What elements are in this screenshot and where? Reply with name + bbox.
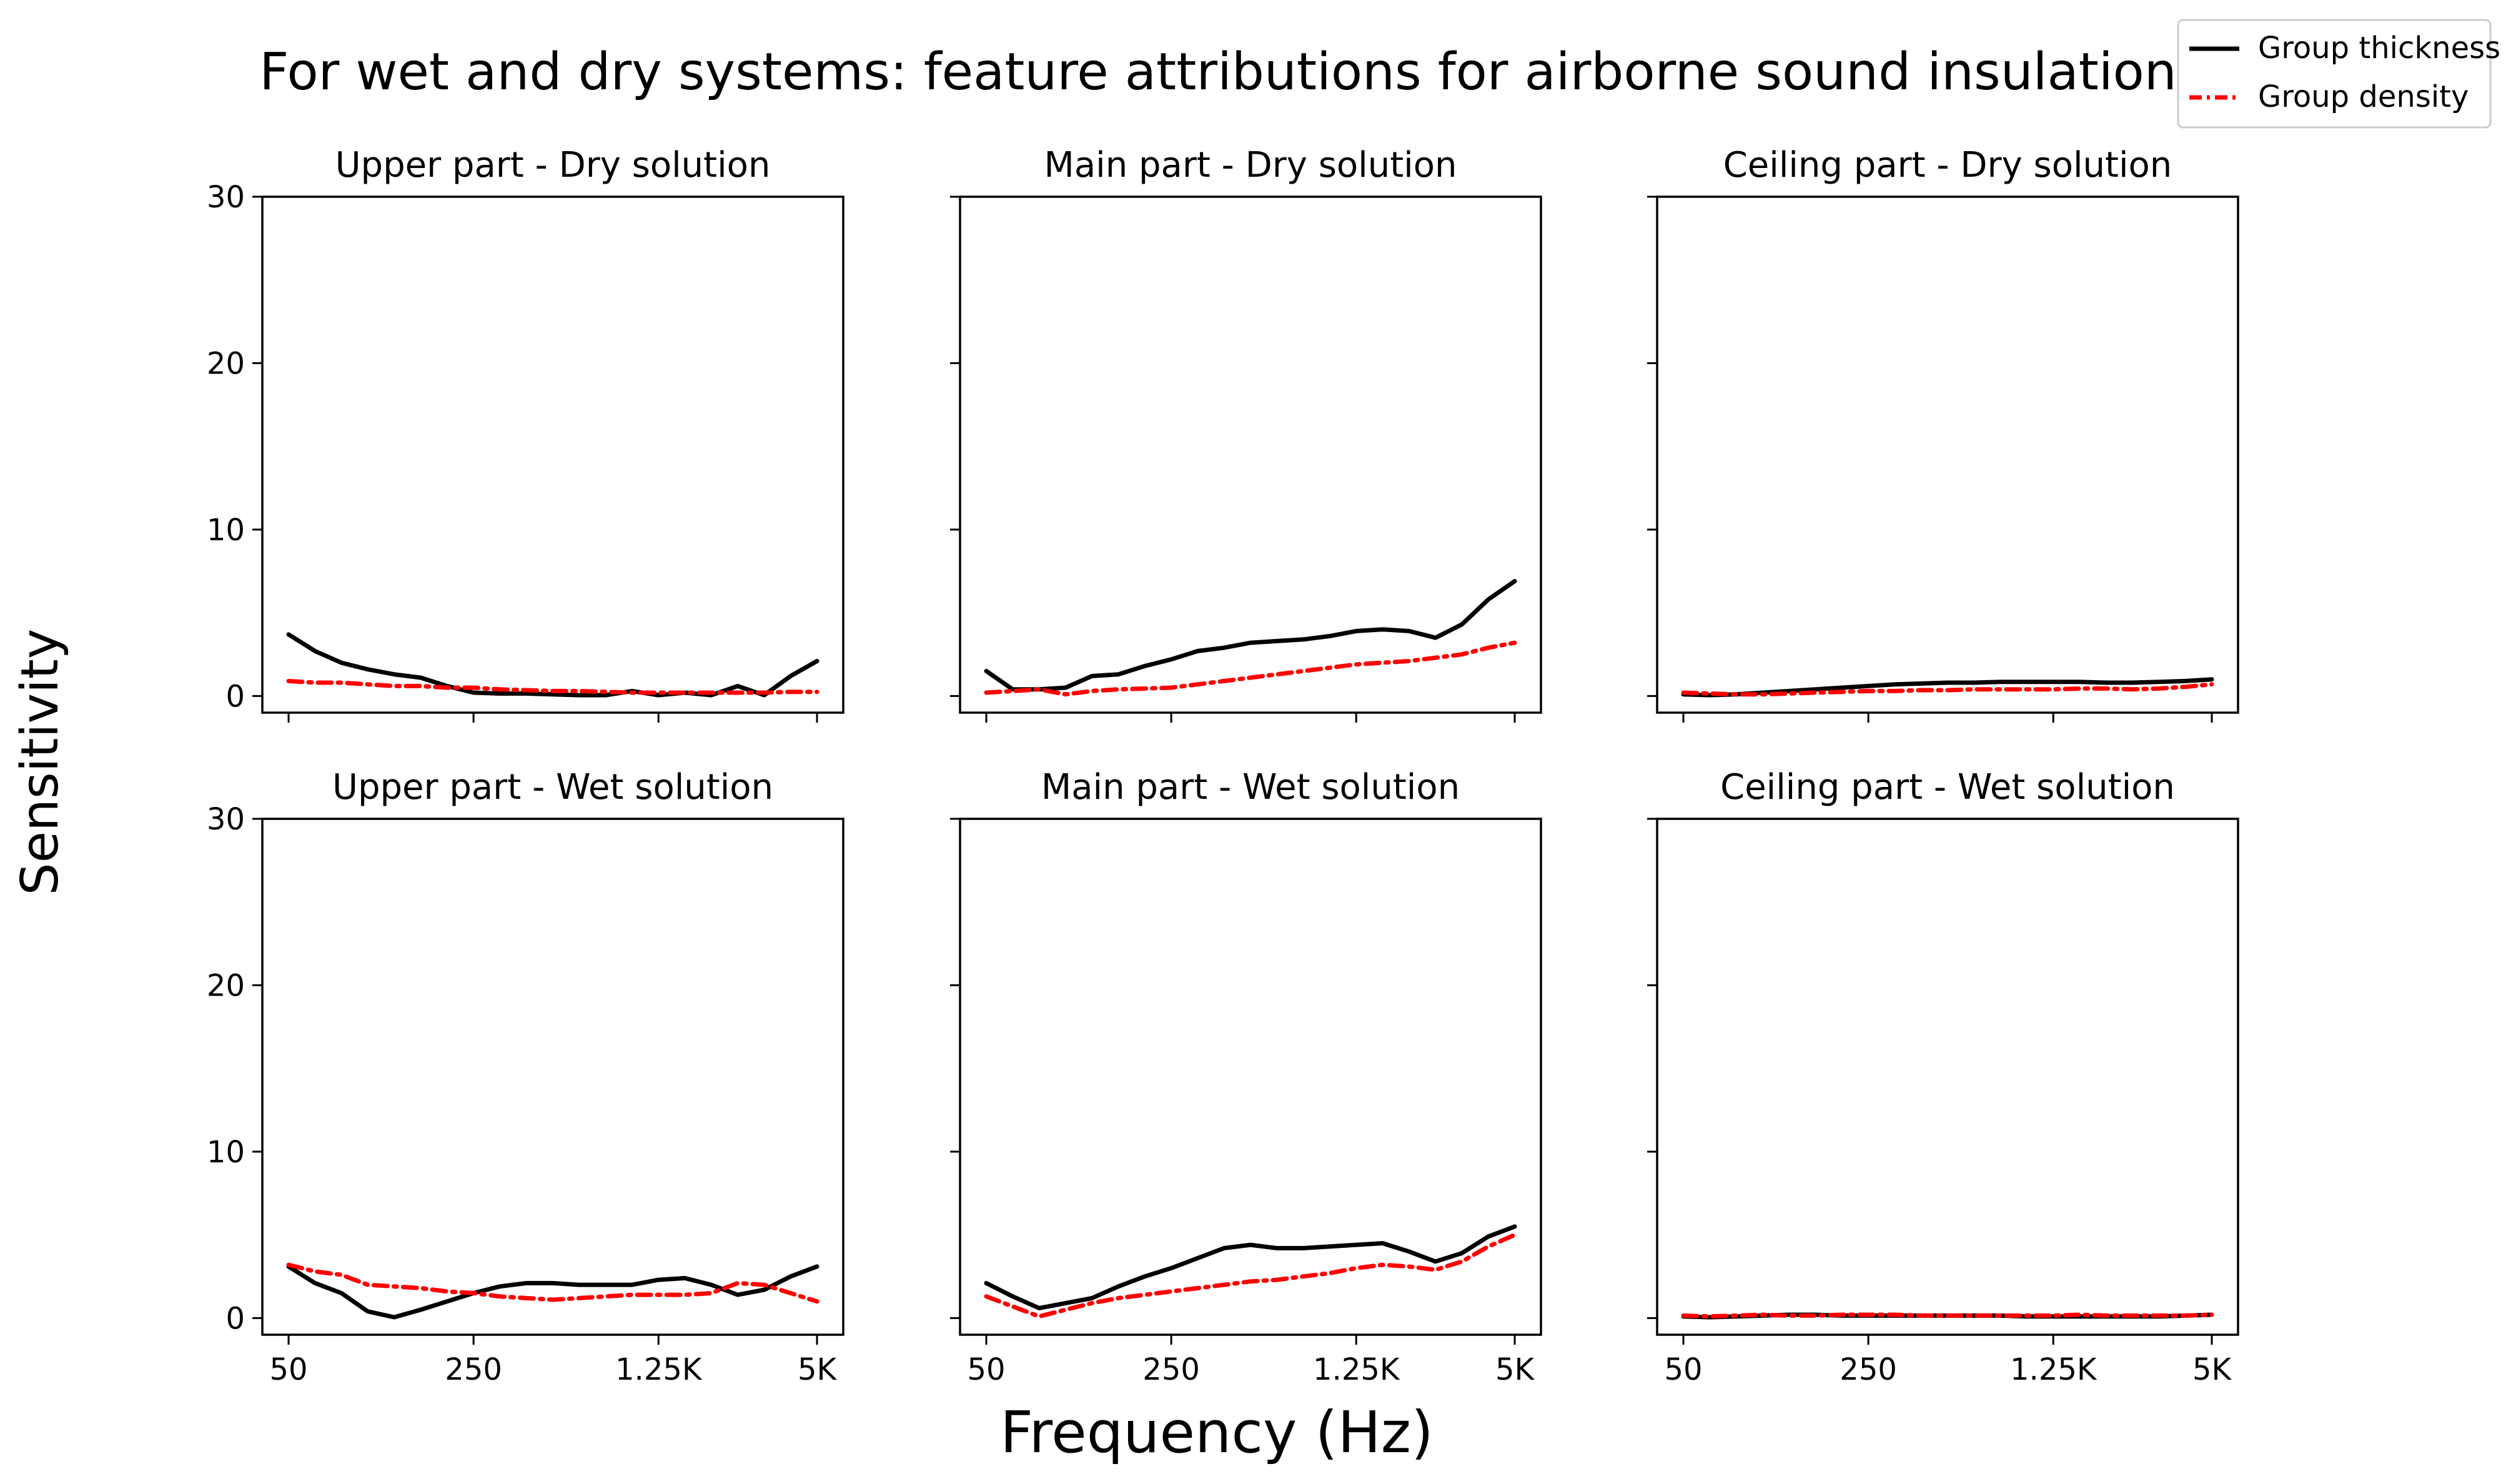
y-tick-label: 10 — [207, 513, 245, 548]
panel-title: Main part - Wet solution — [1041, 767, 1460, 808]
y-tick-label: 0 — [225, 679, 245, 714]
series-line-density — [1681, 682, 2214, 697]
series-line-thickness — [984, 1224, 1517, 1310]
x-tick-label: 50 — [1664, 1352, 1702, 1387]
x-tick-label: 50 — [269, 1352, 307, 1387]
x-tick-label: 5K — [1495, 1352, 1535, 1387]
legend-thickness-label: Group thickness — [2258, 31, 2500, 66]
legend-density-label: Group density — [2258, 79, 2469, 114]
figure-title: For wet and dry systems: feature attribu… — [259, 42, 2177, 102]
y-tick-label: 30 — [207, 802, 245, 837]
plot-frame — [261, 818, 844, 1336]
x-tick-label: 250 — [445, 1352, 502, 1387]
x-tick-label: 1.25K — [615, 1352, 703, 1387]
x-axis-label: Frequency (Hz) — [1000, 1399, 1434, 1466]
series-line-density — [984, 1232, 1517, 1319]
x-tick-label: 5K — [2192, 1352, 2232, 1387]
plot-frame — [1656, 195, 2239, 714]
panel-3: Upper part - Wet solution 0 10 20 30 50 250 1.2… — [207, 767, 844, 1387]
y-tick-label: 10 — [207, 1135, 245, 1170]
x-tick-label: 5K — [798, 1352, 838, 1387]
legend-box — [2177, 19, 2492, 129]
panel-title: Main part - Dry solution — [1044, 145, 1457, 186]
panel-2: Ceiling part - Dry solution — [1647, 145, 2239, 723]
y-axis-label: Sensitivity — [11, 629, 70, 896]
panel-title: Upper part - Wet solution — [332, 767, 773, 808]
series-line-thickness — [286, 1264, 820, 1320]
y-tick-label: 30 — [207, 180, 245, 215]
y-tick-label: 20 — [207, 346, 245, 381]
series-line-thickness — [984, 579, 1517, 692]
x-tick-label: 250 — [1840, 1352, 1897, 1387]
series-line-density — [286, 1262, 820, 1304]
series-line-density — [1681, 1312, 2214, 1319]
y-tick-label: 0 — [225, 1301, 245, 1336]
x-tick-label: 1.25K — [1313, 1352, 1400, 1387]
x-tick-label: 50 — [967, 1352, 1005, 1387]
series-line-thickness — [286, 632, 820, 698]
series-line-density — [286, 678, 820, 695]
panel-5: Ceiling part - Wet solution 50 250 1.25K 5K — [1647, 767, 2239, 1387]
panel-title: Upper part - Dry solution — [335, 145, 771, 186]
x-tick-label: 250 — [1142, 1352, 1200, 1387]
panels: Upper part - Dry solution 0 10 20 30 Main par… — [207, 145, 2239, 1387]
x-tick-label: 1.25K — [2010, 1352, 2097, 1387]
panel-0: Upper part - Dry solution 0 10 20 30 — [207, 145, 844, 723]
plot-frame — [1656, 818, 2239, 1336]
series-line-density — [984, 640, 1517, 697]
plot-frame — [959, 195, 1542, 714]
legend: Group thickness Group density — [2177, 19, 2500, 129]
plot-frame — [261, 195, 844, 714]
panel-1: Main part - Dry solution — [950, 145, 1542, 723]
panel-title: Ceiling part - Wet solution — [1720, 767, 2175, 808]
y-tick-label: 20 — [207, 968, 245, 1003]
panel-title: Ceiling part - Dry solution — [1723, 145, 2172, 186]
plot-frame — [959, 818, 1542, 1336]
panel-4: Main part - Wet solution 50 250 1.25K 5K — [950, 767, 1542, 1387]
